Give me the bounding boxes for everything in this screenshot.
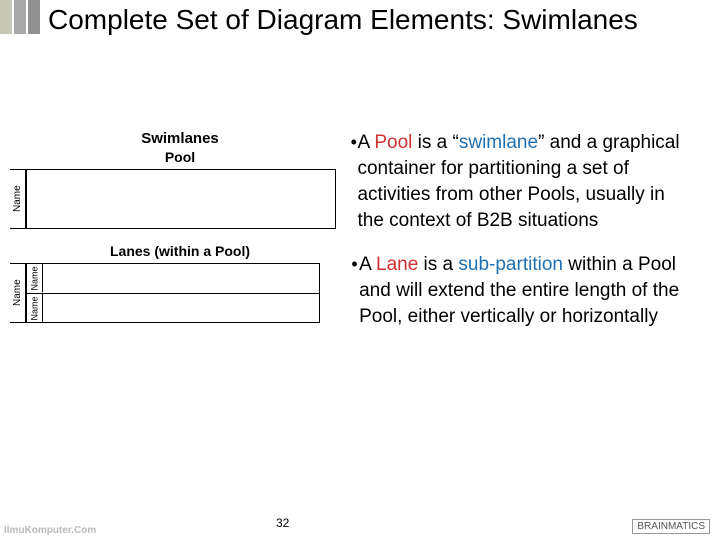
accent-bars	[0, 0, 42, 34]
lanes-subheading: Lanes (within a Pool)	[10, 243, 350, 259]
highlight-term: swimlane	[459, 132, 538, 153]
pool-diagram: Name	[10, 169, 350, 229]
lane-cell	[43, 264, 319, 293]
footer-right-logo: BRAINMATICS	[632, 519, 710, 534]
text-column: • A Pool is a “swimlane” and a graphical…	[350, 130, 710, 348]
page-number: 32	[276, 516, 289, 530]
accent-bar-1	[0, 0, 12, 34]
pool-body	[26, 169, 336, 229]
bullet-icon: •	[350, 252, 359, 330]
accent-bar-2	[14, 0, 26, 34]
lane-row-label: Name	[27, 264, 43, 293]
footer-left: IlmuKomputer.Com	[4, 525, 96, 536]
lane-row: Name	[27, 294, 319, 323]
page-title: Complete Set of Diagram Elements: Swimla…	[48, 4, 638, 36]
bullet-text: A Pool is a “swimlane” and a graphical c…	[357, 130, 690, 234]
highlight-term: sub-partition	[458, 254, 563, 275]
accent-bar-3	[28, 0, 40, 34]
lane-cell	[43, 294, 319, 323]
diagram-column: Swimlanes Pool Name Lanes (within a Pool…	[0, 130, 350, 348]
pool-subheading: Pool	[10, 149, 350, 165]
lanes-side-label: Name	[10, 263, 26, 323]
lanes-body: Name Name	[26, 263, 320, 323]
lanes-diagram: Name Name Name	[10, 263, 350, 323]
bullet-item: • A Lane is a sub-partition within a Poo…	[350, 252, 690, 330]
lane-row-label: Name	[27, 294, 43, 323]
highlight-term: Lane	[376, 254, 418, 275]
bullet-item: • A Pool is a “swimlane” and a graphical…	[350, 130, 690, 234]
content-area: Swimlanes Pool Name Lanes (within a Pool…	[0, 130, 720, 348]
diagram-heading: Swimlanes	[10, 130, 350, 147]
pool-side-label: Name	[10, 169, 26, 229]
bullet-text: A Lane is a sub-partition within a Pool …	[359, 252, 690, 330]
lane-row: Name	[27, 264, 319, 294]
highlight-term: Pool	[374, 132, 412, 153]
bullet-icon: •	[350, 130, 357, 234]
